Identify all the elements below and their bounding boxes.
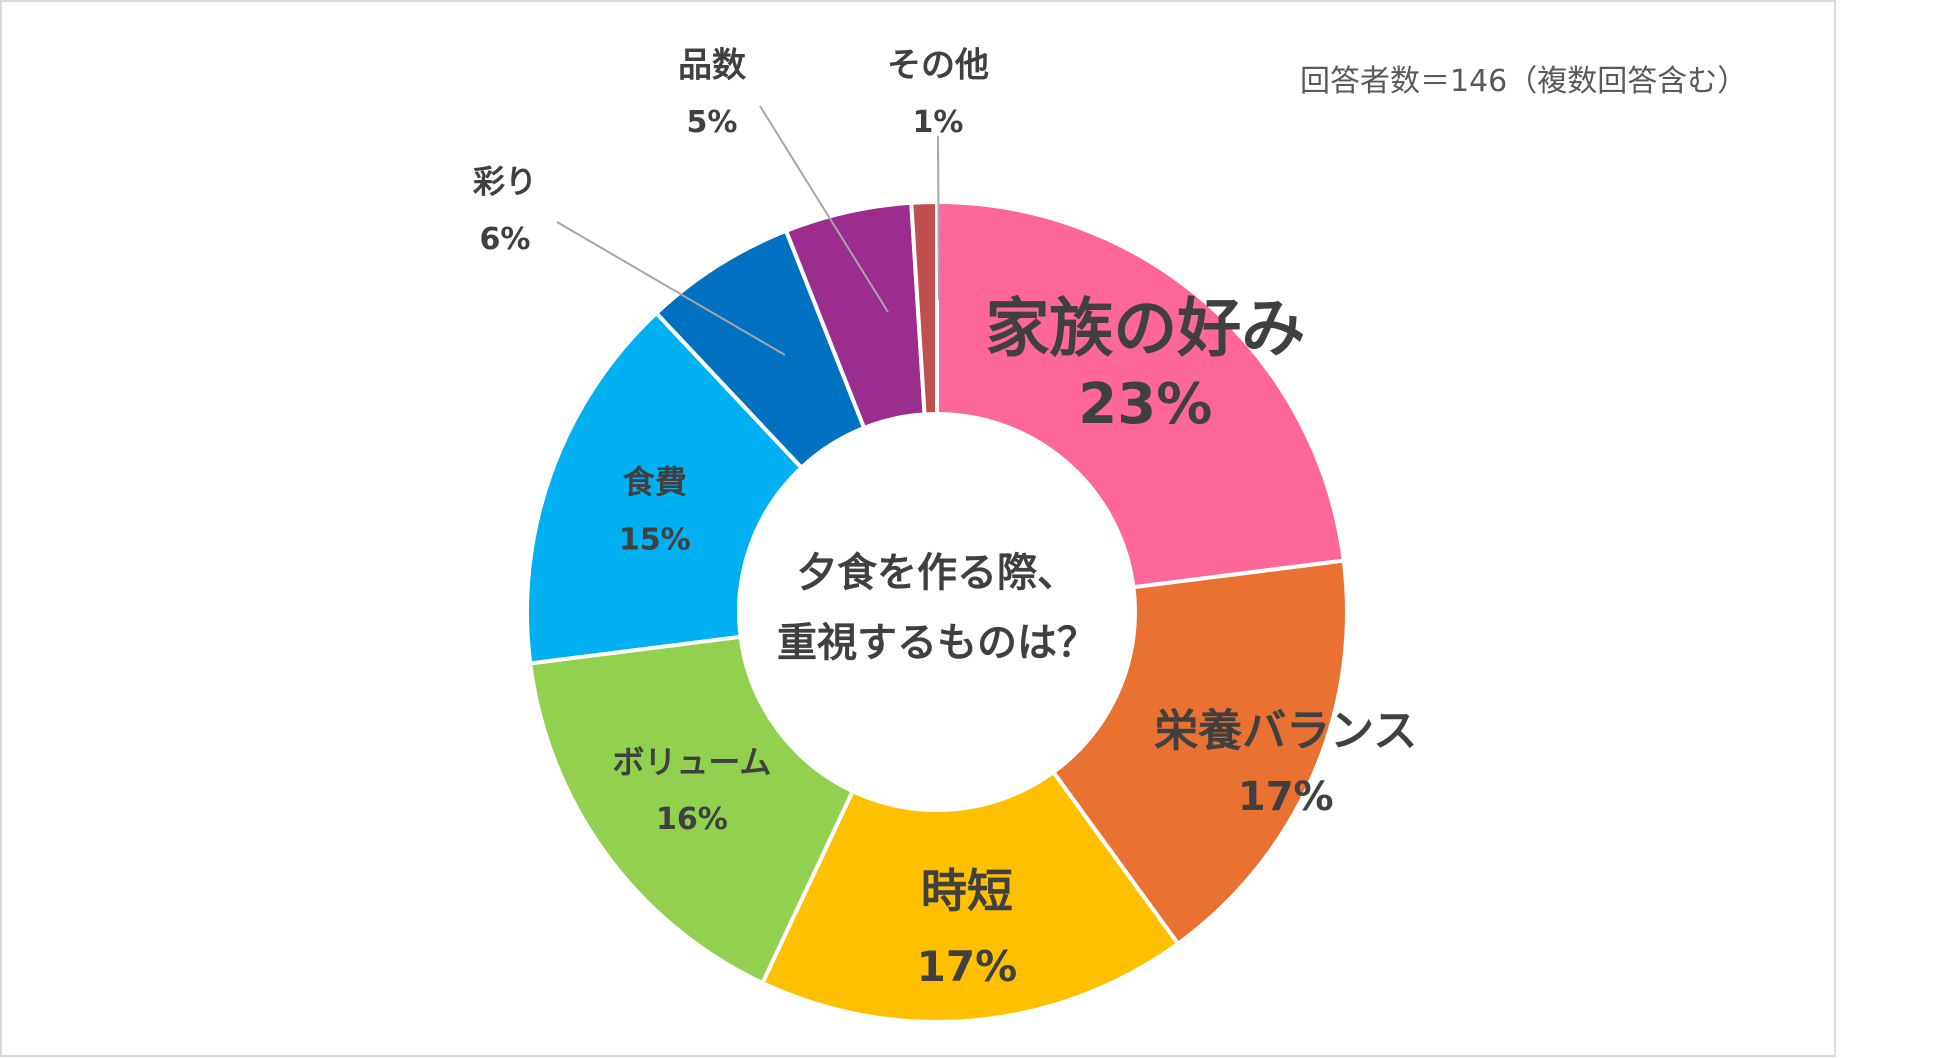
slice-label-2: 時短	[921, 864, 1013, 918]
slice-label-4: 食費	[623, 463, 687, 501]
slice-value-1: 17%	[1238, 774, 1334, 820]
slice-label-5: 彩り	[473, 163, 537, 201]
slice-value-2: 17%	[917, 942, 1018, 991]
leader-line-5	[556, 221, 786, 356]
center-title-line-0: 夕食を作る際、	[797, 550, 1077, 596]
slice-4	[525, 310, 805, 666]
slice-2	[759, 769, 1181, 1024]
slice-label-1: 栄養バランス	[1154, 705, 1417, 756]
slice-value-3: 16%	[656, 802, 728, 837]
slice-7	[909, 199, 939, 417]
slice-label-0: 家族の好み	[985, 293, 1305, 367]
leader-line-6	[759, 105, 889, 313]
slice-1	[1050, 558, 1350, 947]
leader-line-7	[937, 135, 940, 301]
slice-0	[935, 199, 1347, 590]
slice-label-7: その他	[887, 45, 989, 85]
slice-value-7: 1%	[913, 105, 964, 140]
slice-value-6: 5%	[687, 105, 738, 140]
slice-value-5: 6%	[480, 222, 531, 257]
slice-3	[527, 634, 856, 986]
center-title-line-1: 重視するものは？	[777, 620, 1097, 666]
slice-label-6: 品数	[678, 45, 746, 85]
respondent-note: 回答者数＝146（複数回答含む）	[1300, 64, 1748, 99]
slice-value-4: 15%	[619, 522, 691, 557]
slice-label-3: ボリューム	[612, 743, 771, 781]
slice-value-0: 23%	[1078, 372, 1212, 437]
